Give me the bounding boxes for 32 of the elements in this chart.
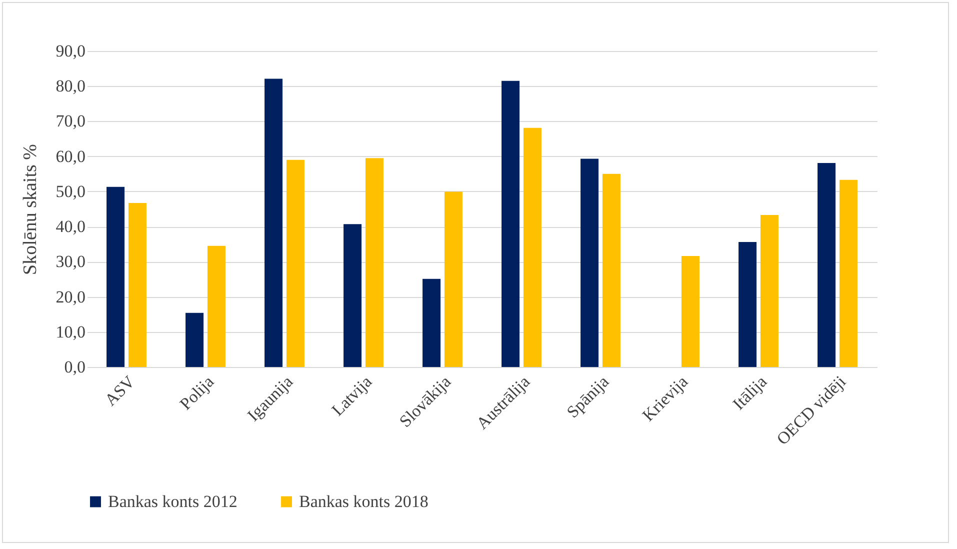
y-tick-label: 0,0: [64, 358, 86, 376]
bar: [602, 174, 620, 367]
bar: [286, 160, 304, 367]
bar: [128, 203, 146, 367]
bar: [738, 242, 757, 367]
bar: [502, 80, 520, 367]
bar: [207, 246, 226, 367]
bar: [523, 128, 542, 367]
bar: [422, 278, 441, 367]
bar: [444, 192, 462, 367]
bar: [344, 224, 362, 367]
legend-label: Bankas konts 2018: [299, 492, 428, 511]
bar: [760, 214, 778, 367]
y-tick-label: 60,0: [56, 146, 86, 166]
bar: [365, 158, 384, 367]
bar: [818, 163, 836, 367]
y-tick-label: 50,0: [56, 182, 86, 201]
y-tick-label: 20,0: [56, 287, 86, 306]
bar: [264, 78, 283, 367]
bar: [186, 312, 204, 367]
bar: [106, 186, 125, 367]
bar: [839, 180, 858, 367]
legend-label: Bankas konts 2012: [108, 492, 238, 511]
y-tick-label: 30,0: [56, 252, 86, 272]
y-tick-label: 90,0: [56, 42, 86, 60]
y-tick-label: 80,0: [56, 76, 86, 96]
bar: [681, 256, 700, 367]
y-tick-label: 10,0: [56, 322, 86, 342]
y-tick-label: 70,0: [56, 112, 86, 131]
bar: [580, 158, 599, 367]
y-tick-label: 40,0: [56, 217, 86, 236]
y-axis-title: Skolēnu skaits %: [20, 144, 41, 275]
